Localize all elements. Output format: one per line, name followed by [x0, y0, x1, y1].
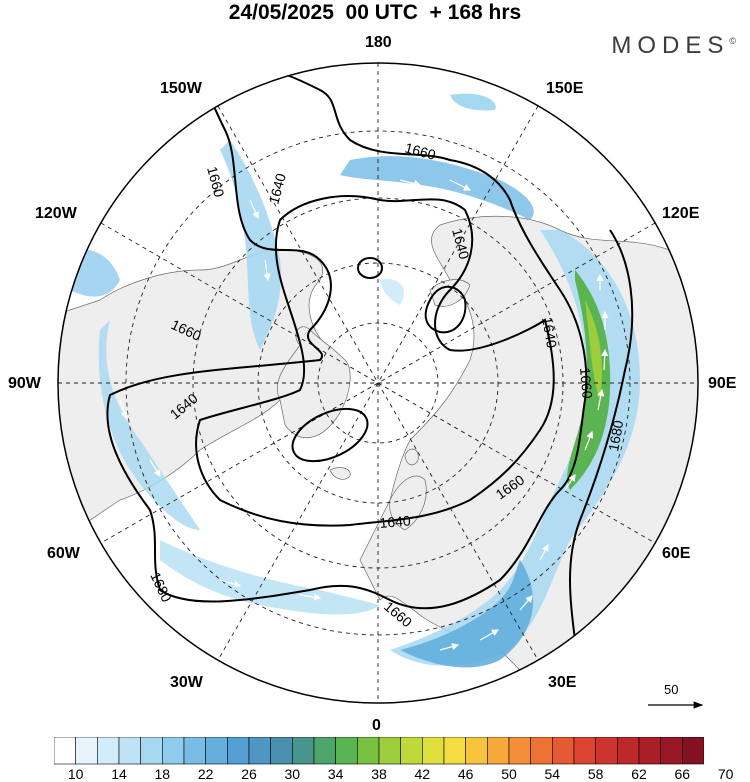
- colorbar-swatch: [443, 737, 466, 765]
- land-svalbard: [404, 448, 419, 466]
- colorbar-swatch: [595, 737, 618, 765]
- contour-low-atlantic: [291, 407, 369, 463]
- colorbar-tick-label: 10: [67, 766, 84, 782]
- contour-label: 1640: [449, 227, 473, 261]
- colorbar-swatch: [660, 737, 683, 765]
- land-iceland: [329, 467, 351, 480]
- contour-label: 1640: [379, 512, 412, 531]
- colorbar-tick-label: 26: [241, 766, 257, 782]
- jet-east-asia-core: [567, 270, 611, 490]
- colorbar-tick-label: 54: [544, 766, 561, 782]
- contour-1660-outer: [106, 63, 588, 610]
- colorbar-tick-label: 18: [154, 766, 171, 782]
- contour-1640-east-siberia: [424, 285, 467, 334]
- jet-pacific-north: [450, 93, 496, 111]
- colorbar-labels: 10 14 18 22 26 30 34 38 42 46 50 54 58 62 66 70: [54, 766, 734, 782]
- colorbar-tick-label: 62: [631, 766, 647, 782]
- colorbar-swatch: [682, 737, 704, 765]
- jet-europe: [400, 560, 534, 668]
- map-frame: [57, 62, 699, 704]
- colorbar-tick-label: 70: [717, 766, 734, 782]
- colorbar-tick-label: 22: [197, 766, 214, 782]
- colorbar-swatch: [487, 737, 510, 765]
- colorbar-swatch: [617, 737, 640, 765]
- colorbar-swatch: [140, 737, 163, 765]
- jet-atlantic: [160, 540, 380, 615]
- lon-label-150e: 150E: [546, 80, 584, 97]
- colorbar-swatch: [422, 737, 445, 765]
- contour-label: 1660: [577, 367, 596, 400]
- colorbar-swatch: [378, 737, 401, 765]
- colorbar-swatch: [97, 737, 120, 765]
- colorbar-swatch: [292, 737, 315, 765]
- colorbar-swatch: [552, 737, 575, 765]
- colorbar: [54, 737, 704, 765]
- contour-label: 1680: [605, 419, 626, 453]
- brand-name: MODES: [611, 32, 730, 59]
- copyright-mark: ©: [729, 36, 736, 46]
- contour-label: 1640: [539, 316, 560, 350]
- colorbar-swatch: [508, 737, 531, 765]
- colorbar-tick-label: 66: [674, 766, 691, 782]
- colorbar-swatch: [357, 737, 380, 765]
- colorbar-swatch: [54, 737, 76, 765]
- colorbar-swatch: [638, 737, 661, 765]
- wind-scale-label: 50: [664, 682, 679, 697]
- lon-label-0: 0: [372, 717, 381, 734]
- colorbar-tick-label: 38: [371, 766, 387, 782]
- colorbar-swatch: [183, 737, 206, 765]
- contour-label: 1660: [204, 165, 228, 199]
- jet-canada: [220, 140, 281, 350]
- lon-label-30e: 30E: [548, 674, 577, 691]
- height-contours: [106, 63, 634, 641]
- colorbar-tick-label: 46: [457, 766, 474, 782]
- contour-1640-inner: [195, 195, 555, 527]
- lon-label-90w: 90W: [8, 375, 41, 392]
- colorbar-tick-label: 50: [501, 766, 517, 782]
- wind-vectors: [119, 179, 609, 651]
- colorbar-swatch: [573, 737, 596, 765]
- lon-label-60w: 60W: [47, 545, 80, 562]
- map-title: 24/05/2025 00 UTC + 168 hrs: [228, 1, 522, 24]
- colorbar-swatch: [335, 737, 358, 765]
- jet-pacific: [340, 156, 534, 220]
- lon-label-120e: 120E: [662, 205, 700, 222]
- colorbar-swatch: [270, 737, 293, 765]
- colorbar-swatch: [162, 737, 185, 765]
- contour-1680-east: [569, 229, 634, 641]
- colorbar-swatch: [465, 737, 488, 765]
- lon-label-60e: 60E: [662, 545, 691, 562]
- colorbar-tick-label: 14: [111, 766, 127, 782]
- lon-label-120w: 120W: [35, 205, 77, 222]
- colorbar-tick-label: 30: [284, 766, 301, 782]
- colorbar-swatch: [530, 737, 553, 765]
- graticule: [58, 63, 698, 703]
- colorbar-swatch: [313, 737, 336, 765]
- contour-low-arctic: [357, 257, 383, 279]
- modes-logo: MODES©: [611, 32, 736, 60]
- lon-label-30w: 30W: [170, 674, 203, 691]
- contour-label: 1640: [265, 171, 289, 205]
- colorbar-tick-label: 58: [587, 766, 604, 782]
- colorbar-swatch: [248, 737, 271, 765]
- land-siberia-islands: [429, 279, 471, 307]
- colorbar-tick-label: 42: [414, 766, 431, 782]
- colorbar-swatch: [118, 737, 141, 765]
- lon-label-150w: 150W: [160, 80, 202, 97]
- colorbar-swatch: [227, 737, 250, 765]
- wind-patch-arctic: [380, 279, 404, 305]
- jet-east-asia-peak: [585, 300, 602, 400]
- lon-label-180: 180: [365, 34, 392, 51]
- lon-label-90e: 90E: [708, 375, 737, 392]
- colorbar-swatch: [205, 737, 228, 765]
- colorbar-swatch: [75, 737, 98, 765]
- colorbar-tick-label: 34: [327, 766, 344, 782]
- contour-label: 1660: [403, 139, 437, 163]
- colorbar-swatch: [400, 737, 423, 765]
